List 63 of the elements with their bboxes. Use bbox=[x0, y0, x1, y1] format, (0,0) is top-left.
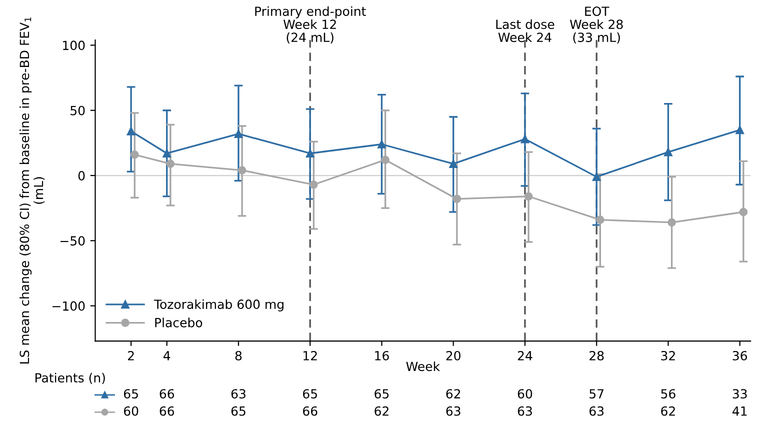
text: 60 bbox=[124, 406, 138, 416]
x-tick-label: 8 bbox=[235, 350, 242, 360]
text: 63 bbox=[518, 406, 532, 416]
text: Patients (n) bbox=[36, 372, 105, 384]
text: 33 bbox=[732, 389, 747, 399]
text: 60 bbox=[518, 389, 532, 399]
text: 62 bbox=[446, 389, 460, 399]
point bbox=[234, 130, 243, 138]
point bbox=[739, 208, 748, 216]
y-tick-label: −50 bbox=[60, 236, 85, 246]
text: 56 bbox=[661, 389, 676, 399]
point bbox=[736, 126, 744, 134]
point bbox=[449, 160, 458, 168]
y-tick-label: 0 bbox=[78, 170, 85, 180]
text: 62 bbox=[661, 406, 675, 416]
x-tick-label: 2 bbox=[128, 350, 134, 360]
x-tick-label: 24 bbox=[518, 350, 532, 360]
point bbox=[668, 218, 676, 227]
text: 66 bbox=[160, 406, 174, 416]
y-tick-label: −100 bbox=[52, 301, 85, 311]
point bbox=[596, 216, 604, 224]
text: 62 bbox=[374, 406, 388, 416]
point bbox=[592, 172, 601, 181]
point bbox=[452, 194, 462, 204]
point bbox=[310, 180, 318, 189]
x-tick-label: 36 bbox=[732, 350, 747, 360]
text: 66 bbox=[160, 389, 174, 399]
text: 65 bbox=[374, 389, 389, 399]
point bbox=[166, 160, 175, 168]
x-tick-label: 4 bbox=[164, 351, 170, 360]
point bbox=[306, 149, 314, 158]
text: 63 bbox=[446, 406, 460, 416]
legend-label: Placebo bbox=[155, 318, 202, 328]
text: LS mean change (80% CI) from baseline in pre-BD FEV$_{1}$ (mL) bbox=[20, 18, 45, 364]
x-axis-title: Week bbox=[406, 361, 440, 372]
x-tick-label: 28 bbox=[590, 350, 604, 360]
text: 57 bbox=[590, 389, 604, 399]
ref-line-label: Last dose Week 24 bbox=[496, 19, 554, 42]
point bbox=[126, 127, 136, 136]
point bbox=[381, 156, 390, 164]
point bbox=[524, 192, 533, 201]
point bbox=[238, 166, 246, 174]
text: 63 bbox=[590, 406, 604, 416]
x-tick-label: 20 bbox=[446, 350, 460, 360]
text: 65 bbox=[303, 389, 317, 399]
x-tick-label: 32 bbox=[661, 350, 675, 360]
point bbox=[664, 148, 672, 156]
text: 65 bbox=[231, 406, 246, 416]
point bbox=[162, 149, 172, 158]
point bbox=[378, 140, 386, 148]
text: 63 bbox=[231, 389, 246, 399]
text: 65 bbox=[124, 389, 138, 399]
x-tick-label: 12 bbox=[304, 350, 317, 360]
text: 66 bbox=[303, 406, 318, 416]
ref-line-label: EOT Week 28 (33 mL) bbox=[570, 6, 623, 44]
legend-label: Tozorakimab 600 mg bbox=[154, 299, 284, 312]
x-tick-label: 16 bbox=[375, 350, 389, 360]
point bbox=[130, 150, 139, 159]
point bbox=[520, 134, 530, 144]
y-tick-label: 100 bbox=[63, 40, 85, 50]
y-tick-label: 50 bbox=[70, 106, 85, 116]
ref-line-label: Primary end-point Week 12 (24 mL) bbox=[255, 6, 366, 44]
text: 41 bbox=[732, 406, 747, 416]
